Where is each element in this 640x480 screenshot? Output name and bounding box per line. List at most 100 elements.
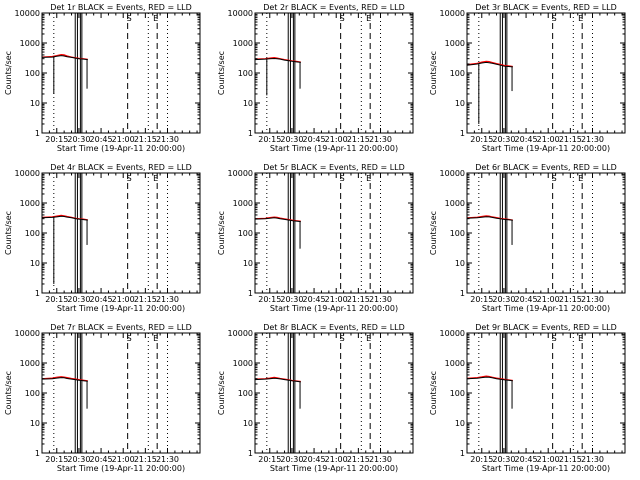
y-tick-label: 1000 — [233, 359, 253, 368]
x-tick-label: 20:15 — [470, 135, 493, 144]
marker-label: S — [340, 334, 345, 343]
y-tick-label: 10000 — [228, 329, 253, 338]
y-tick-label: 10000 — [440, 329, 465, 338]
marker-label: S — [340, 174, 345, 183]
panel-det-1: Det 1r BLACK = Events, RED = LLD S E 1 10 100… — [4, 3, 201, 153]
x-tick-label: 21:15 — [347, 455, 370, 464]
y-axis-label: Counts/sec — [217, 211, 226, 255]
y-tick-label: 100 — [25, 69, 40, 78]
panel-det-4: Det 4r BLACK = Events, RED = LLD S E 1 10 100… — [4, 163, 201, 313]
x-tick-label: 21:30 — [581, 455, 604, 464]
y-axis-label: Counts/sec — [217, 371, 226, 415]
x-tick-label: 21:15 — [559, 455, 582, 464]
x-axis-label: Start Time (19-Apr-11 20:00:00) — [482, 144, 610, 153]
plot-frame — [41, 12, 201, 134]
plot-frame — [41, 172, 201, 294]
y-tick-label: 1000 — [445, 39, 465, 48]
x-axis-label: Start Time (19-Apr-11 20:00:00) — [270, 144, 398, 153]
x-axis-label: Start Time (19-Apr-11 20:00:00) — [482, 304, 610, 313]
panel-det-9: Det 9r BLACK = Events, RED = LLD S E 1 10 100… — [429, 323, 626, 473]
y-tick-label: 10 — [243, 419, 253, 428]
y-tick-label: 1000 — [233, 39, 253, 48]
x-tick-label: 21:30 — [156, 135, 179, 144]
events-series-line — [254, 217, 301, 223]
y-tick-label: 100 — [450, 389, 465, 398]
x-axis-label: Start Time (19-Apr-11 20:00:00) — [482, 464, 610, 473]
plot-frame — [254, 12, 414, 134]
x-tick-label: 21:15 — [559, 135, 582, 144]
x-tick-label: 20:45 — [90, 295, 113, 304]
lld-series-line — [41, 376, 88, 382]
y-axis-label: Counts/sec — [4, 211, 13, 255]
x-tick-label: 20:30 — [492, 135, 515, 144]
x-tick-label: 20:45 — [303, 455, 326, 464]
plot-frame — [41, 332, 201, 454]
y-tick-label: 10000 — [228, 169, 253, 178]
y-axis-label: Counts/sec — [4, 51, 13, 95]
x-tick-label: 20:15 — [45, 455, 68, 464]
marker-label: S — [552, 334, 557, 343]
panel-det-8: Det 8r BLACK = Events, RED = LLD S E 1 10 100… — [217, 323, 414, 473]
x-tick-label: 21:15 — [559, 295, 582, 304]
plot-frame — [254, 172, 414, 294]
y-tick-label: 1000 — [20, 39, 40, 48]
x-tick-label: 20:45 — [515, 135, 538, 144]
y-tick-label: 10 — [455, 419, 465, 428]
marker-label: E — [578, 174, 583, 183]
panel-title: Det 8r BLACK = Events, RED = LLD — [263, 323, 405, 332]
panel-title: Det 1r BLACK = Events, RED = LLD — [50, 3, 192, 12]
y-tick-label: 100 — [450, 69, 465, 78]
y-tick-label: 1000 — [233, 199, 253, 208]
y-tick-label: 10000 — [440, 169, 465, 178]
x-tick-label: 21:15 — [347, 135, 370, 144]
y-tick-label: 10000 — [15, 329, 40, 338]
x-tick-label: 21:15 — [134, 455, 157, 464]
y-tick-label: 1 — [460, 449, 465, 458]
panel-title: Det 6r BLACK = Events, RED = LLD — [475, 163, 617, 172]
x-tick-label: 21:30 — [156, 295, 179, 304]
x-tick-label: 20:30 — [67, 455, 90, 464]
panel-det-3: Det 3r BLACK = Events, RED = LLD S E 1 10 100… — [429, 3, 626, 153]
y-tick-label: 1000 — [20, 199, 40, 208]
y-tick-label: 10 — [455, 259, 465, 268]
x-tick-label: 21:00 — [112, 135, 135, 144]
marker-label: S — [127, 14, 132, 23]
marker-label: E — [366, 334, 371, 343]
x-tick-label: 20:15 — [258, 455, 281, 464]
y-tick-label: 10 — [30, 419, 40, 428]
y-tick-label: 10000 — [440, 9, 465, 18]
x-tick-label: 20:15 — [258, 135, 281, 144]
y-tick-label: 1 — [35, 289, 40, 298]
y-tick-label: 10000 — [228, 9, 253, 18]
y-tick-label: 1 — [248, 289, 253, 298]
x-tick-label: 21:30 — [369, 455, 392, 464]
events-series-line — [254, 57, 301, 63]
x-tick-label: 21:00 — [325, 295, 348, 304]
y-tick-label: 100 — [238, 69, 253, 78]
x-tick-label: 20:30 — [280, 135, 303, 144]
x-tick-label: 20:45 — [90, 135, 113, 144]
y-tick-label: 10 — [243, 259, 253, 268]
x-axis-label: Start Time (19-Apr-11 20:00:00) — [270, 304, 398, 313]
panel-title: Det 4r BLACK = Events, RED = LLD — [50, 163, 192, 172]
marker-label: S — [552, 174, 557, 183]
x-tick-label: 21:30 — [156, 455, 179, 464]
events-series-line — [41, 215, 88, 221]
x-tick-label: 20:30 — [492, 295, 515, 304]
events-series-line — [254, 377, 301, 383]
events-series-line — [466, 376, 513, 382]
y-axis-label: Counts/sec — [429, 371, 438, 415]
y-tick-label: 10 — [30, 259, 40, 268]
x-axis-label: Start Time (19-Apr-11 20:00:00) — [57, 144, 185, 153]
marker-label: E — [153, 174, 158, 183]
marker-label: E — [578, 334, 583, 343]
panel-det-6: Det 6r BLACK = Events, RED = LLD S E 1 10 100… — [429, 163, 626, 313]
marker-label: E — [366, 14, 371, 23]
y-tick-label: 1 — [248, 129, 253, 138]
marker-label: E — [366, 174, 371, 183]
y-tick-label: 1000 — [445, 199, 465, 208]
y-tick-label: 1 — [248, 449, 253, 458]
x-tick-label: 21:00 — [537, 295, 560, 304]
x-tick-label: 20:30 — [67, 295, 90, 304]
